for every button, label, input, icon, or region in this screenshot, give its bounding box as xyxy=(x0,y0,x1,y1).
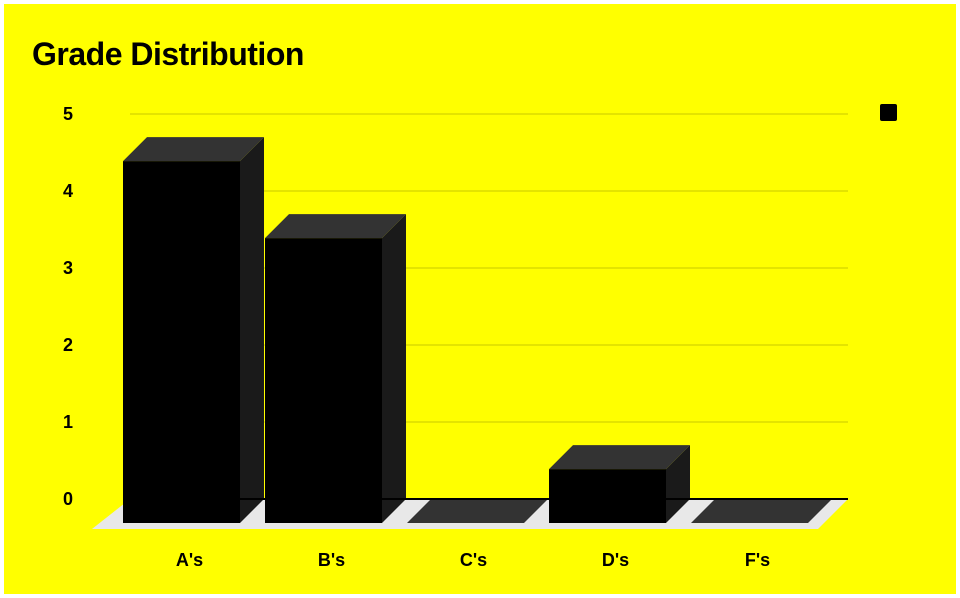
bar-front xyxy=(549,469,666,523)
bar xyxy=(265,214,406,523)
bar xyxy=(691,499,832,523)
bars-layer xyxy=(123,137,832,523)
axis-layer: 0 1 2 3 4 5 A's B's C's D's F's xyxy=(63,104,848,570)
bar-top xyxy=(691,499,832,523)
bar-side xyxy=(382,214,406,523)
x-tick-label: A's xyxy=(176,550,203,570)
legend-swatch xyxy=(880,104,897,121)
x-tick-label: C's xyxy=(460,550,487,570)
bar-top xyxy=(407,499,548,523)
bar xyxy=(549,445,690,523)
x-tick-label: B's xyxy=(318,550,345,570)
bar-front xyxy=(123,161,240,523)
legend xyxy=(880,104,897,121)
x-tick-label: F's xyxy=(745,550,770,570)
y-tick-label: 5 xyxy=(63,104,73,124)
bar-top xyxy=(549,445,690,470)
bar-side xyxy=(240,137,264,523)
y-tick-label: 4 xyxy=(63,181,73,201)
bar-top xyxy=(123,137,264,162)
bar-top xyxy=(265,214,406,239)
bar xyxy=(123,137,264,523)
x-tick-label: D's xyxy=(602,550,629,570)
chart-title: Grade Distribution xyxy=(32,36,304,72)
y-tick-label: 3 xyxy=(63,258,73,278)
bar xyxy=(407,499,548,523)
y-tick-label: 1 xyxy=(63,412,73,432)
y-tick-label: 0 xyxy=(63,489,73,509)
bar-front xyxy=(265,238,382,523)
y-tick-label: 2 xyxy=(63,335,73,355)
bar-side xyxy=(666,445,690,523)
